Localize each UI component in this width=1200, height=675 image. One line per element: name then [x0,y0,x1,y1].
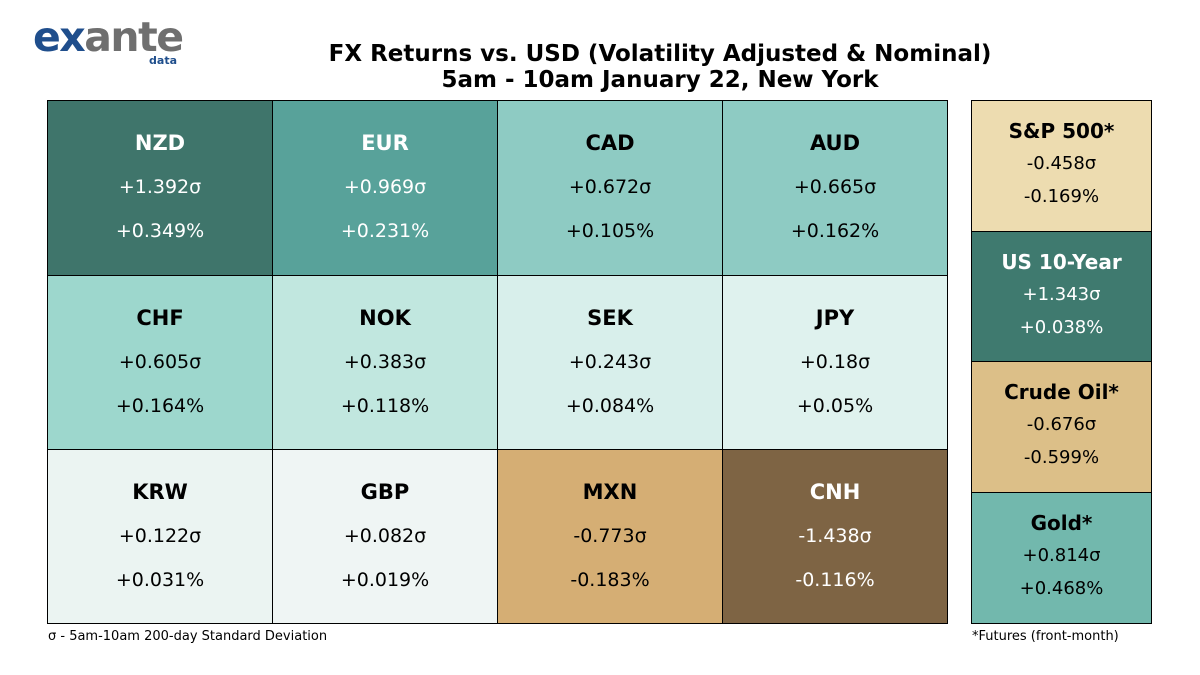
fx-tile-krw: KRW +0.122σ +0.031% [48,450,273,623]
asset-tile-label: Gold* [1030,511,1093,535]
fx-tile-sigma-value: +0.672σ [568,176,652,198]
chart-subtitle: 5am - 10am January 22, New York [441,67,879,93]
footnote-sigma: σ - 5am-10am 200-day Standard Deviation [48,629,328,644]
fx-heatmap-grid: NZD +1.392σ +0.349% EUR +0.969σ +0.231% CAD +0.… [47,100,948,624]
fx-tile-label: KRW [132,480,188,504]
fx-tile-percent-value: -0.116% [795,569,875,591]
fx-tile-sigma-value: +0.665σ [793,176,877,198]
fx-tile-percent-value: -0.183% [570,569,650,591]
fx-tile-mxn: MXN -0.773σ -0.183% [498,450,723,623]
fx-tile-label: NOK [359,306,411,330]
fx-tile-sigma-value: +0.605σ [118,351,202,373]
asset-tile-sigma-value: -0.458σ [1026,153,1097,174]
fx-tile-percent-value: +0.118% [340,395,430,417]
fx-tile-label: JPY [815,306,855,330]
fx-tile-percent-value: +0.031% [115,569,205,591]
fx-tile-percent-value: +0.162% [790,220,880,242]
fx-tile-label: NZD [134,131,186,155]
fx-tile-sek: SEK +0.243σ +0.084% [498,276,723,450]
asset-tile-sigma-value: +0.814σ [1022,545,1101,566]
fx-tile-label: CHF [136,306,184,330]
fx-tile-sigma-value: +0.383σ [343,351,427,373]
asset-tile-us-10-year: US 10-Year +1.343σ +0.038% [972,232,1151,362]
footnote-futures: *Futures (front-month) [972,629,1119,644]
asset-tile-label: US 10-Year [1001,250,1122,274]
fx-tile-gbp: GBP +0.082σ +0.019% [273,450,498,623]
fx-tile-sigma-value: -0.773σ [573,525,647,547]
logo-word-part1: ex [33,13,86,61]
asset-tile-crude-oil: Crude Oil* -0.676σ -0.599% [972,362,1151,493]
fx-tile-cnh: CNH -1.438σ -0.116% [723,450,947,623]
fx-tile-eur: EUR +0.969σ +0.231% [273,101,498,276]
fx-tile-nok: NOK +0.383σ +0.118% [273,276,498,450]
asset-tile-percent-value: +0.468% [1019,578,1104,599]
fx-tile-sigma-value: +0.18σ [799,351,871,373]
fx-tile-percent-value: +0.084% [565,395,655,417]
asset-tile-sigma-value: +1.343σ [1022,284,1101,305]
fx-tile-label: MXN [582,480,638,504]
fx-tile-chf: CHF +0.605σ +0.164% [48,276,273,450]
fx-tile-label: SEK [587,306,633,330]
logo-word-part2: ante [84,13,184,61]
fx-tile-cad: CAD +0.672σ +0.105% [498,101,723,276]
fx-tile-label: GBP [360,480,410,504]
asset-tile-gold: Gold* +0.814σ +0.468% [972,493,1151,623]
exante-logo: exante data [33,13,184,70]
fx-tile-sigma-value: +0.122σ [118,525,202,547]
fx-tile-sigma-value: +1.392σ [118,176,202,198]
chart-title: FX Returns vs. USD (Volatility Adjusted … [328,41,992,67]
asset-tile-sigma-value: -0.676σ [1026,414,1097,435]
fx-tile-jpy: JPY +0.18σ +0.05% [723,276,947,450]
fx-tile-percent-value: +0.019% [340,569,430,591]
fx-tile-percent-value: +0.349% [115,220,205,242]
fx-tile-aud: AUD +0.665σ +0.162% [723,101,947,276]
fx-tile-sigma-value: +0.243σ [568,351,652,373]
fx-tile-sigma-value: +0.969σ [343,176,427,198]
fx-tile-label: EUR [361,131,409,155]
asset-tile-percent-value: -0.599% [1023,447,1100,468]
fx-tile-percent-value: +0.164% [115,395,205,417]
asset-tile-percent-value: -0.169% [1023,186,1100,207]
fx-tile-percent-value: +0.05% [796,395,874,417]
fx-tile-sigma-value: -1.438σ [798,525,872,547]
fx-tile-nzd: NZD +1.392σ +0.349% [48,101,273,276]
logo-subtext: data [149,54,177,67]
fx-tile-label: CNH [809,480,861,504]
fx-tile-label: AUD [809,131,861,155]
fx-tile-percent-value: +0.105% [565,220,655,242]
asset-tile-label: Crude Oil* [1004,380,1119,404]
fx-tile-sigma-value: +0.082σ [343,525,427,547]
asset-tile-label: S&P 500* [1008,119,1115,143]
asset-tile-percent-value: +0.038% [1019,317,1104,338]
logo-wordmark: exante [33,13,184,61]
asset-heatmap-column: S&P 500* -0.458σ -0.169% US 10-Year +1.343σ +… [971,100,1152,624]
fx-tile-label: CAD [585,131,635,155]
asset-tile-s-p-500: S&P 500* -0.458σ -0.169% [972,101,1151,232]
fx-tile-percent-value: +0.231% [340,220,430,242]
